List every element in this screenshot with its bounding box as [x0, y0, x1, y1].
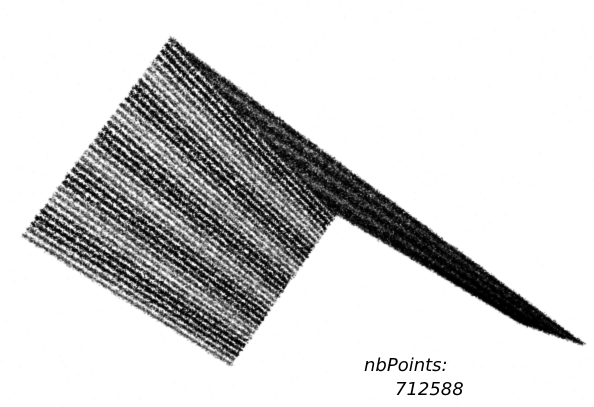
nbpoints-value: 712588 — [395, 379, 464, 400]
point-count-overlay: nbPoints: 712588 — [352, 350, 512, 406]
nbpoints-label: nbPoints: — [364, 355, 448, 376]
